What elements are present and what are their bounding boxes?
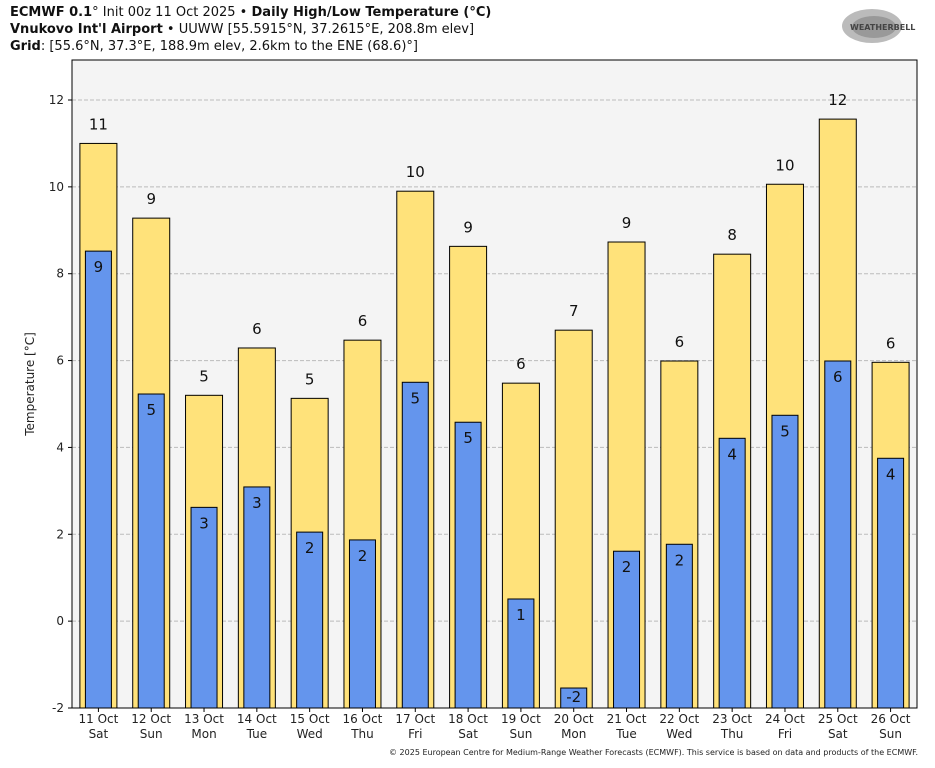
- low-label: 9: [94, 258, 104, 276]
- x-tick-date: 26 Oct: [871, 712, 911, 726]
- low-bar: [137, 393, 165, 709]
- x-tick-date: 25 Oct: [818, 712, 858, 726]
- high-label: 9: [463, 218, 473, 236]
- low-label: 6: [833, 368, 843, 386]
- y-tick-label: 12: [49, 93, 64, 107]
- x-tick-date: 11 Oct: [78, 712, 118, 726]
- x-tick-date: 15 Oct: [290, 712, 330, 726]
- high-label: 8: [727, 226, 737, 244]
- low-label: 5: [780, 422, 790, 440]
- x-tick-day: Tue: [615, 727, 637, 741]
- high-label: 5: [199, 367, 209, 385]
- x-tick-date: 12 Oct: [131, 712, 171, 726]
- x-tick-day: Mon: [561, 727, 586, 741]
- low-label: 5: [463, 429, 473, 447]
- x-tick-day: Sat: [828, 727, 848, 741]
- y-tick-label: 0: [56, 614, 64, 628]
- low-label: 3: [199, 514, 209, 532]
- y-tick-label: 10: [49, 180, 64, 194]
- x-tick-date: 17 Oct: [395, 712, 435, 726]
- title-line-3: Grid: [55.6°N, 37.3°E, 188.9m elev, 2.6k…: [10, 39, 418, 54]
- high-label: 7: [569, 302, 579, 320]
- y-tick-label: 6: [56, 354, 64, 368]
- y-tick-label: 4: [56, 440, 64, 454]
- title-line-2: Vnukovo Int'l Airport • UUWW [55.5915°N,…: [10, 22, 475, 37]
- high-label: 6: [252, 320, 262, 338]
- x-tick-day: Thu: [350, 727, 374, 741]
- copyright-footer: © 2025 European Centre for Medium-Range …: [389, 748, 918, 757]
- high-label: 10: [406, 163, 425, 181]
- low-bar: [454, 421, 482, 709]
- low-label: 2: [622, 558, 632, 576]
- high-label: 5: [305, 370, 315, 388]
- low-bar: [190, 506, 218, 709]
- low-bar: [243, 486, 271, 709]
- x-tick-date: 21 Oct: [607, 712, 647, 726]
- x-tick-day: Wed: [666, 727, 692, 741]
- x-tick-date: 18 Oct: [448, 712, 488, 726]
- x-tick-date: 19 Oct: [501, 712, 541, 726]
- x-tick-day: Sat: [89, 727, 109, 741]
- low-label: 4: [886, 465, 896, 483]
- low-bar: [613, 550, 641, 709]
- low-bar: [877, 457, 905, 709]
- x-tick-date: 13 Oct: [184, 712, 224, 726]
- x-tick-day: Wed: [297, 727, 323, 741]
- high-label: 6: [358, 312, 368, 330]
- weatherbell-logo: WEATHERBELL: [842, 9, 915, 43]
- y-tick-label: 2: [56, 527, 64, 541]
- high-bar: [554, 329, 593, 709]
- plot-frame: [71, 59, 918, 709]
- low-label: 3: [252, 494, 262, 512]
- x-tick-day: Mon: [191, 727, 216, 741]
- x-tick-day: Sat: [458, 727, 478, 741]
- low-label: 2: [358, 547, 368, 565]
- x-tick-day: Tue: [246, 727, 268, 741]
- x-tick-day: Sun: [140, 727, 163, 741]
- low-bar: [507, 598, 535, 709]
- low-bar: [718, 437, 746, 709]
- x-tick-day: Fri: [778, 727, 792, 741]
- low-label: 5: [411, 389, 421, 407]
- low-bar: [824, 360, 852, 709]
- low-label: 1: [516, 606, 526, 624]
- high-label: 10: [775, 156, 794, 174]
- high-label: 12: [828, 91, 847, 109]
- low-bar: [401, 381, 429, 709]
- low-bar: [296, 531, 324, 709]
- x-tick-date: 20 Oct: [554, 712, 594, 726]
- high-label: 6: [886, 334, 896, 352]
- low-bar: [84, 250, 112, 709]
- high-label: 6: [516, 355, 526, 373]
- x-tick-date: 23 Oct: [712, 712, 752, 726]
- low-label: 2: [675, 551, 685, 569]
- x-tick-day: Sun: [509, 727, 532, 741]
- svg-text:WEATHERBELL: WEATHERBELL: [850, 23, 915, 32]
- high-label: 6: [675, 333, 685, 351]
- y-tick-label: -2: [52, 701, 64, 715]
- x-tick-date: 22 Oct: [659, 712, 699, 726]
- low-label: 2: [305, 539, 315, 557]
- x-tick-day: Thu: [720, 727, 744, 741]
- y-tick-label: 8: [56, 267, 64, 281]
- x-tick-day: Sun: [879, 727, 902, 741]
- low-label: 5: [146, 401, 156, 419]
- low-bar: [771, 414, 799, 709]
- x-tick-date: 16 Oct: [343, 712, 383, 726]
- x-tick-date: 24 Oct: [765, 712, 805, 726]
- x-tick-date: 14 Oct: [237, 712, 277, 726]
- high-label: 9: [146, 190, 156, 208]
- high-label: 9: [622, 214, 632, 232]
- high-label: 11: [89, 115, 108, 133]
- low-bar: [348, 539, 376, 709]
- low-label: 4: [727, 445, 737, 463]
- x-tick-day: Fri: [408, 727, 422, 741]
- y-axis-label: Temperature [°C]: [23, 332, 37, 437]
- title-line-1: ECMWF 0.1° Init 00z 11 Oct 2025 • Daily …: [10, 5, 492, 20]
- low-label: -2: [566, 688, 581, 706]
